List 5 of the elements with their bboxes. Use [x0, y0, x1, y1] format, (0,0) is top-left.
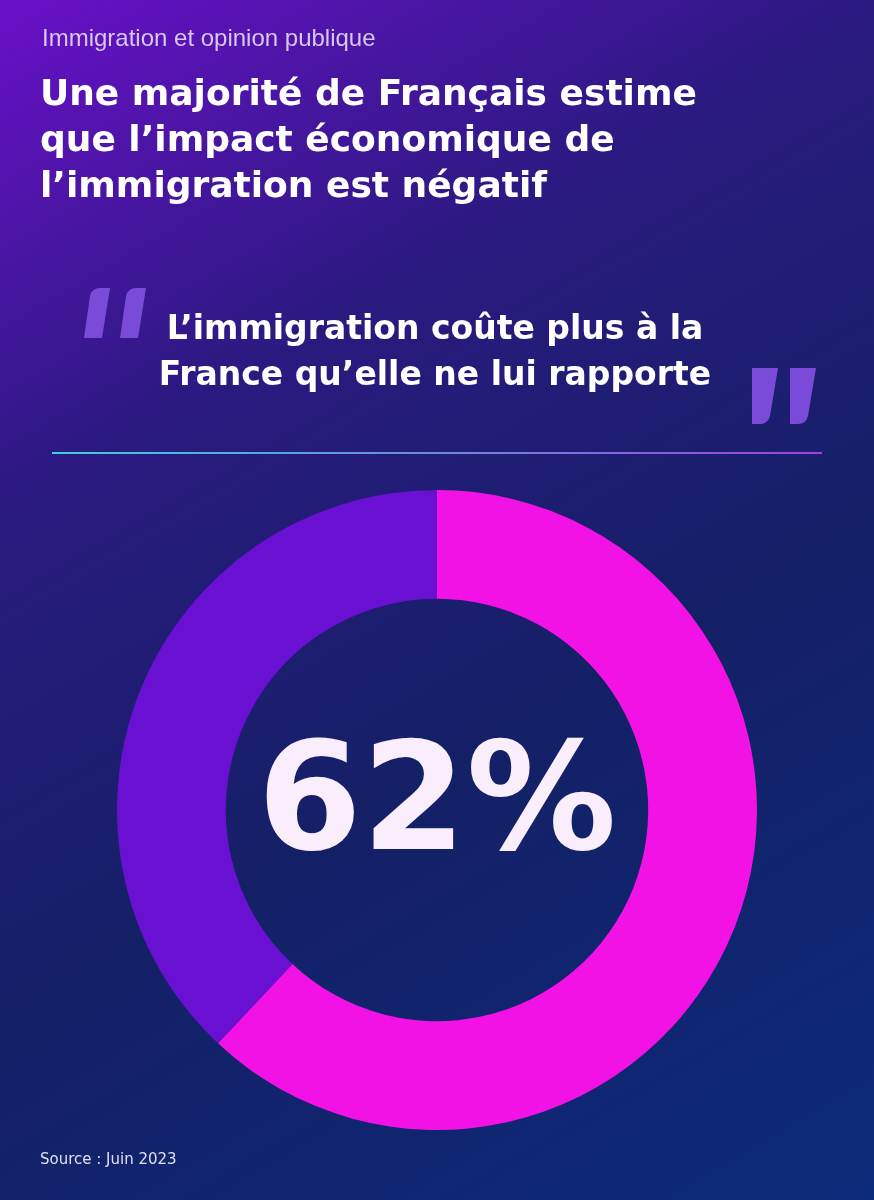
chart-title: Une majorité de Français estime que l’impact économique de l’immigration est négatif: [40, 71, 698, 207]
data-label: 62%: [257, 709, 617, 884]
chart-subtitle: Immigration et opinion publique: [42, 24, 376, 52]
text: L’immigration coûte plus à la France qu’elle ne lui rapporte: [157, 307, 713, 395]
source-note: Source : Juin 2023: [40, 1150, 177, 1168]
